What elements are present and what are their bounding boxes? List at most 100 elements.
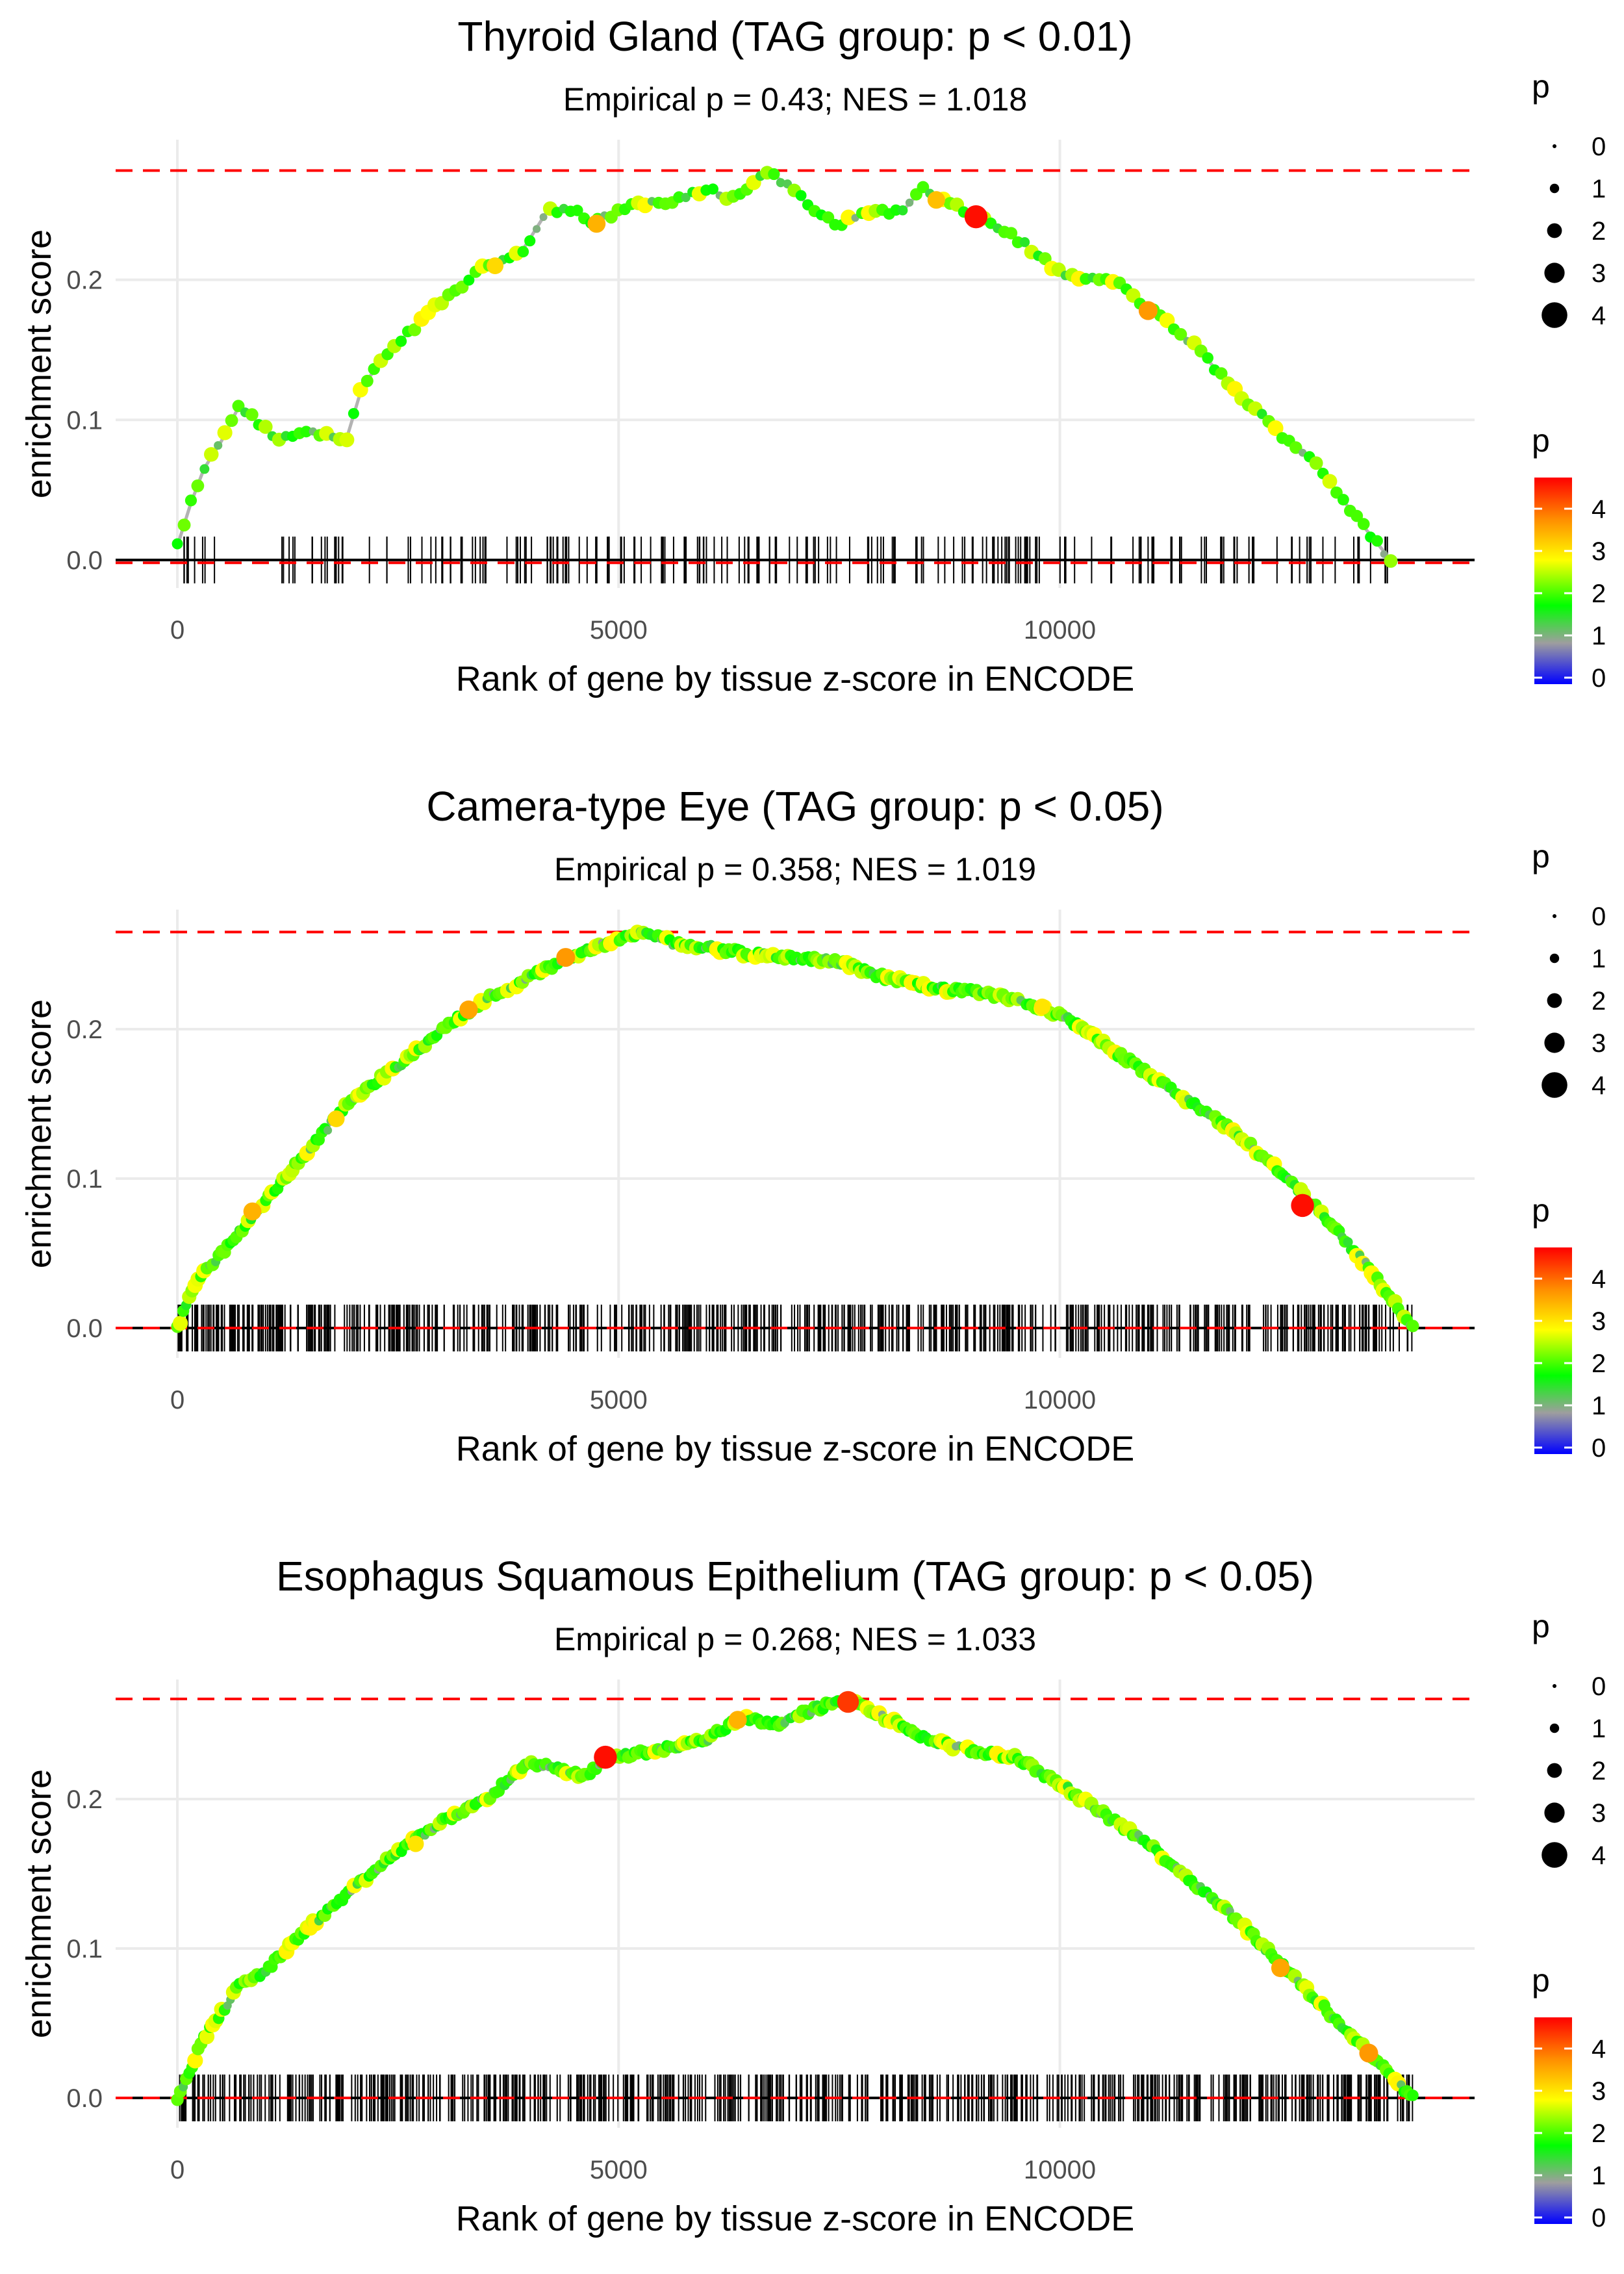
es-point [300,426,312,438]
color-legend-title: p [1532,422,1550,459]
x-tick-label: 10000 [1024,1386,1096,1414]
es-point [1384,554,1398,568]
es-point-highlight [728,1711,747,1729]
color-legend-label: 1 [1592,622,1606,650]
es-point [408,323,422,337]
es-point-highlight [1138,301,1158,320]
color-legend-label: 4 [1592,2035,1606,2063]
es-point [217,425,233,441]
x-tick-label: 0 [170,1386,184,1414]
size-legend-dot [1544,262,1565,283]
es-point [707,183,719,195]
y-tick-label: 0.2 [66,266,103,295]
es-point [1267,420,1284,437]
es-point-highlight [1291,1194,1314,1218]
x-tick-label: 5000 [590,1386,648,1414]
es-point-highlight [1034,998,1050,1016]
size-legend-label: 4 [1592,301,1606,330]
color-legend-label: 0 [1592,2204,1606,2232]
es-line [175,168,1392,561]
chart-title: Camera-type Eye (TAG group: p < 0.05) [426,783,1163,830]
es-point [1309,456,1323,470]
es-point [768,168,780,181]
es-point-highlight [594,1745,617,1769]
color-legend-label: 1 [1592,2162,1606,2190]
es-point [1406,1320,1419,1333]
size-legend-dot [1553,1684,1556,1688]
es-point-highlight [459,1000,478,1019]
chart-title: Esophagus Squamous Epithelium (TAG group… [276,1553,1314,1600]
y-axis-title: enrichment score [19,999,58,1268]
chart-subtitle: Empirical p = 0.43; NES = 1.018 [563,81,1027,118]
chart-panel-2: Camera-type Eye (TAG group: p < 0.05) Emp… [19,783,1475,1468]
chart-panel-3: Esophagus Squamous Epithelium (TAG group… [19,1553,1475,2238]
es-points [171,166,1398,568]
es-point [204,447,219,462]
color-legend-label: 1 [1592,1392,1606,1420]
es-point [1005,227,1018,240]
es-point-highlight [407,1835,424,1852]
es-point [1357,518,1370,530]
es-point [258,420,273,434]
es-point [1351,509,1364,522]
es-point [225,414,238,428]
es-point-highlight [243,1202,262,1221]
es-point [348,408,359,420]
es-point [1019,236,1030,248]
color-bar [1534,1247,1572,1454]
color-legend-label: 2 [1592,1349,1606,1378]
es-point [199,464,210,474]
y-axis-title: enrichment score [19,1769,58,2038]
es-point-highlight [327,1110,345,1127]
es-point [795,190,807,201]
legend-3: p 0 1 2 3 4 p 4 3 2 1 0 [1532,1608,1606,2232]
size-legend-dot [1547,993,1562,1008]
es-point-highlight [837,1691,859,1713]
es-point [1380,550,1388,558]
size-legend-title: p [1532,838,1550,875]
es-point [177,518,191,531]
es-point-highlight [487,257,504,274]
x-tick-label: 5000 [590,616,648,645]
es-point [1256,409,1267,419]
size-legend-dot [1549,1723,1560,1733]
chart-panel-1: Thyroid Gland (TAG group: p < 0.01) Empir… [19,13,1475,698]
es-point [1289,441,1302,454]
color-legend-label: 2 [1592,2119,1606,2148]
es-point [905,198,914,207]
color-legend-label: 2 [1592,580,1606,608]
size-legend-label: 0 [1592,133,1606,161]
size-legend-dot [1547,223,1562,238]
es-point [539,213,548,222]
size-legend-label: 1 [1592,945,1606,973]
es-point [841,209,857,225]
es-point [339,432,355,448]
es-point [172,1316,188,1331]
size-legend-dot [1553,914,1556,918]
size-legend-dot [1542,1072,1567,1098]
size-legend-dot [1553,144,1556,148]
es-point [681,192,691,203]
es-point [1174,327,1187,341]
size-legend-label: 2 [1592,217,1606,246]
chart-title: Thyroid Gland (TAG group: p < 0.01) [457,13,1132,60]
color-legend-label: 4 [1592,1265,1606,1294]
legend-1: p 0 1 2 3 4 p 4 3 2 1 0 [1532,68,1606,693]
x-tick-label: 5000 [590,2156,648,2184]
size-legend-label: 4 [1592,1071,1606,1100]
es-point [673,191,685,203]
es-point [214,441,223,450]
es-point [517,246,529,258]
size-legend-label: 3 [1592,1029,1606,1058]
x-tick-label: 10000 [1024,616,1096,645]
y-tick-label: 0.0 [66,546,103,575]
color-legend-title: p [1532,1192,1550,1229]
size-legend-dot [1544,1032,1565,1053]
es-point [571,205,583,216]
es-point [463,274,475,286]
size-legend-label: 1 [1592,1715,1606,1743]
y-tick-label: 0.1 [66,406,103,435]
es-point [1215,367,1228,380]
size-legend-label: 4 [1592,1841,1606,1870]
